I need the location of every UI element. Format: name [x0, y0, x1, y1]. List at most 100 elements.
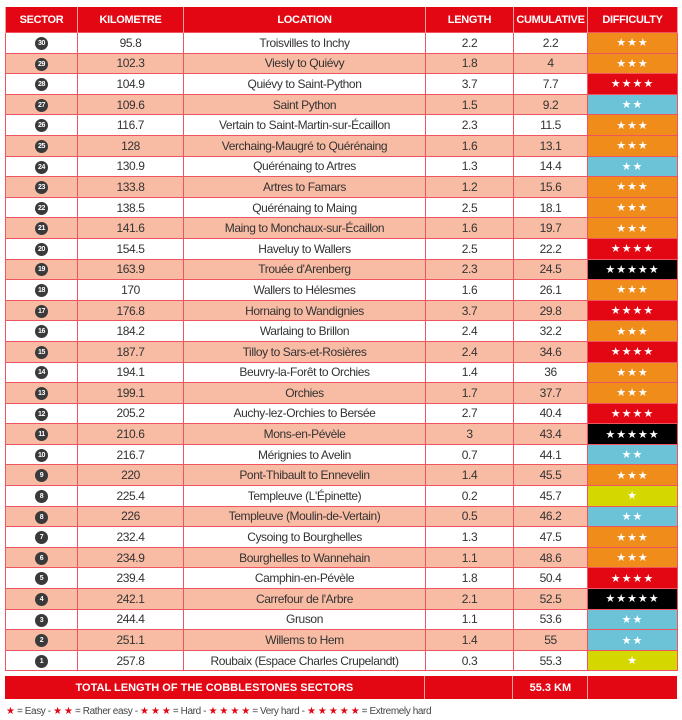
cell-sector: 12 [5, 402, 78, 425]
cell-location: Tilloy to Sars-et-Rosières [183, 340, 426, 363]
cell-location: Verchaing-Maugré to Quérénaing [183, 134, 426, 157]
cell-sector: 9 [5, 464, 78, 487]
difficulty-stars: ★★ [587, 93, 678, 116]
cell-sector: 29 [5, 52, 78, 75]
cell-kilometre: 205.2 [77, 402, 184, 425]
table-row: 9 220 Pont-Thibault to Ennevelin 1.4 45.5 ★★★ [5, 464, 678, 487]
cell-cumulative: 2.2 [513, 32, 588, 54]
sector-number-badge: 18 [35, 284, 48, 298]
cell-length: 2.2 [425, 32, 514, 54]
cell-cumulative: 29.8 [513, 299, 588, 322]
cell-sector: 7 [5, 526, 78, 548]
table-row: 2 251.1 Willems to Hem 1.4 55 ★★ [5, 629, 678, 651]
cell-kilometre: 116.7 [77, 114, 184, 136]
cell-kilometre: 95.8 [77, 32, 184, 54]
cell-cumulative: 43.4 [513, 423, 588, 445]
sector-number-badge: 17 [35, 304, 48, 318]
cell-location: Warlaing to Brillon [183, 320, 426, 342]
cell-length: 2.1 [425, 588, 514, 610]
difficulty-stars: ★★★ [587, 526, 678, 548]
cell-location: Templeuve (L'Épinette) [183, 485, 426, 507]
legend-label: = Easy - [14, 706, 54, 717]
cell-kilometre: 225.4 [77, 485, 184, 507]
cell-kilometre: 242.1 [77, 588, 184, 610]
cell-length: 1.6 [425, 279, 514, 301]
header-location: LOCATION [183, 7, 426, 33]
legend-label: = Very hard - [249, 706, 307, 717]
cell-length: 1.1 [425, 608, 514, 631]
header-row: SECTOR KILOMETRE LOCATION LENGTH CUMULAT… [5, 7, 678, 33]
sector-number-badge: 23 [35, 181, 48, 195]
difficulty-stars: ★★★ [587, 320, 678, 342]
difficulty-stars: ★★ [587, 505, 678, 528]
cell-location: Quérénaing to Maing [183, 196, 426, 219]
cell-kilometre: 194.1 [77, 361, 184, 384]
star-icon: ★ ★ ★ ★ [208, 706, 250, 717]
cell-length: 2.4 [425, 320, 514, 342]
cell-kilometre: 176.8 [77, 299, 184, 322]
cell-location: Quiévy to Saint-Python [183, 73, 426, 95]
legend-label: = Rather easy - [72, 706, 141, 717]
difficulty-stars: ★★★★ [587, 340, 678, 363]
table-row: 17 176.8 Hornaing to Wandignies 3.7 29.8 ★★★★ [5, 299, 678, 322]
cell-cumulative: 47.5 [513, 526, 588, 548]
cell-length: 1.4 [425, 629, 514, 651]
cell-sector: 8 [5, 505, 78, 528]
sector-number-badge: 16 [35, 325, 48, 339]
sector-number-badge: 20 [35, 242, 48, 256]
cell-location: Templeuve (Moulin-de-Vertain) [183, 505, 426, 528]
cell-location: Beuvry-la-Forêt to Orchies [183, 361, 426, 384]
cobblestone-sectors-table: SECTOR KILOMETRE LOCATION LENGTH CUMULAT… [5, 7, 678, 672]
cell-length: 1.7 [425, 382, 514, 404]
table-row: 24 130.9 Quérénaing to Artres 1.3 14.4 ★★ [5, 155, 678, 178]
cell-length: 0.3 [425, 649, 514, 672]
total-label: TOTAL LENGTH OF THE COBBLESTONES SECTORS [5, 676, 425, 699]
cell-location: Wallers to Hélesmes [183, 279, 426, 301]
cell-length: 2.5 [425, 196, 514, 219]
cell-cumulative: 4 [513, 52, 588, 75]
sector-number-badge: 13 [35, 387, 48, 401]
table-row: 3 244.4 Gruson 1.1 53.6 ★★ [5, 608, 678, 631]
cell-sector: 4 [5, 588, 78, 610]
cell-kilometre: 154.5 [77, 237, 184, 260]
sector-number-badge: 5 [35, 572, 48, 586]
cell-kilometre: 226 [77, 505, 184, 528]
cell-length: 0.2 [425, 485, 514, 507]
cell-cumulative: 44.1 [513, 443, 588, 466]
difficulty-stars: ★★★ [587, 134, 678, 157]
cell-length: 1.8 [425, 52, 514, 75]
cell-cumulative: 50.4 [513, 567, 588, 590]
cell-length: 2.4 [425, 340, 514, 363]
header-cumulative: CUMULATIVE [513, 7, 588, 33]
cell-kilometre: 104.9 [77, 73, 184, 95]
difficulty-stars: ★★ [587, 155, 678, 178]
difficulty-stars: ★★★ [587, 52, 678, 75]
cell-location: Saint Python [183, 93, 426, 116]
difficulty-stars: ★★★★ [587, 73, 678, 95]
sector-number-badge: 30 [35, 36, 48, 50]
cell-cumulative: 52.5 [513, 588, 588, 610]
cell-sector: 24 [5, 155, 78, 178]
cell-sector: 17 [5, 299, 78, 322]
cell-location: Hornaing to Wandignies [183, 299, 426, 322]
difficulty-stars: ★★★ [587, 32, 678, 54]
cell-kilometre: 184.2 [77, 320, 184, 342]
sector-number-badge: 25 [35, 139, 48, 153]
sector-number-badge: 19 [35, 263, 48, 277]
total-row: TOTAL LENGTH OF THE COBBLESTONES SECTORS… [5, 676, 677, 699]
difficulty-stars: ★★★ [587, 217, 678, 239]
star-icon: ★ ★ ★ [140, 706, 171, 717]
cell-sector: 8 [5, 485, 78, 507]
cell-length: 3.7 [425, 73, 514, 95]
cell-cumulative: 7.7 [513, 73, 588, 95]
cell-length: 2.5 [425, 237, 514, 260]
table-row: 8 226 Templeuve (Moulin-de-Vertain) 0.5 46.2… [5, 505, 678, 528]
sector-number-badge: 28 [35, 78, 48, 92]
cell-location: Pont-Thibault to Ennevelin [183, 464, 426, 487]
table-row: 6 234.9 Bourghelles to Wannehain 1.1 48.6 ★★★ [5, 546, 678, 569]
cell-cumulative: 40.4 [513, 402, 588, 425]
cell-length: 2.3 [425, 114, 514, 136]
cell-kilometre: 244.4 [77, 608, 184, 631]
header-length: LENGTH [425, 7, 514, 33]
cell-location: Trouée d'Arenberg [183, 258, 426, 281]
